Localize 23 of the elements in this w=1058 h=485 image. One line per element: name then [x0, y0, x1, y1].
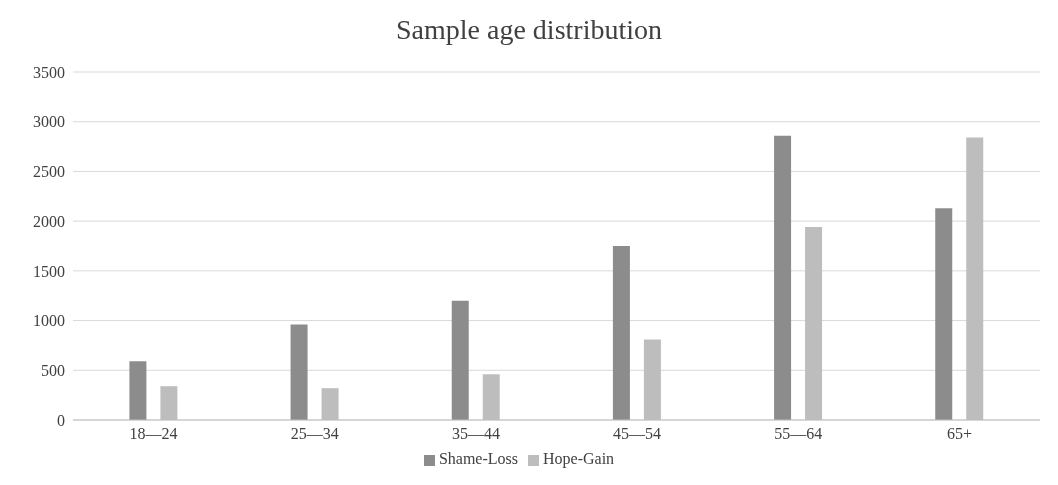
legend-label: Hope-Gain — [543, 450, 615, 467]
y-tick-label: 0 — [57, 411, 65, 429]
y-tick-label: 3000 — [33, 113, 65, 131]
x-tick-label: 18—24 — [129, 425, 178, 443]
x-tick-label: 35—44 — [451, 425, 500, 443]
x-tick-label: 25—34 — [290, 425, 339, 443]
x-tick-label: 45—54 — [613, 425, 662, 443]
y-tick-label: 3500 — [33, 63, 65, 81]
y-tick-label: 2500 — [33, 163, 65, 181]
bar — [612, 246, 630, 420]
y-tick-label: 2000 — [33, 212, 65, 230]
x-tick-label: 55—64 — [774, 425, 823, 443]
chart-title: Sample age distribution — [395, 13, 663, 47]
bar — [935, 208, 953, 420]
y-tick-label: 500 — [41, 361, 65, 379]
bar — [451, 300, 469, 420]
y-tick-label: 1500 — [33, 262, 65, 280]
y-tick-label: 1000 — [33, 312, 65, 330]
bar — [774, 135, 792, 420]
bar — [290, 324, 308, 420]
legend-label: Shame-Loss — [438, 450, 518, 467]
bar — [129, 361, 147, 420]
x-tick-label: 65+ — [946, 425, 972, 443]
